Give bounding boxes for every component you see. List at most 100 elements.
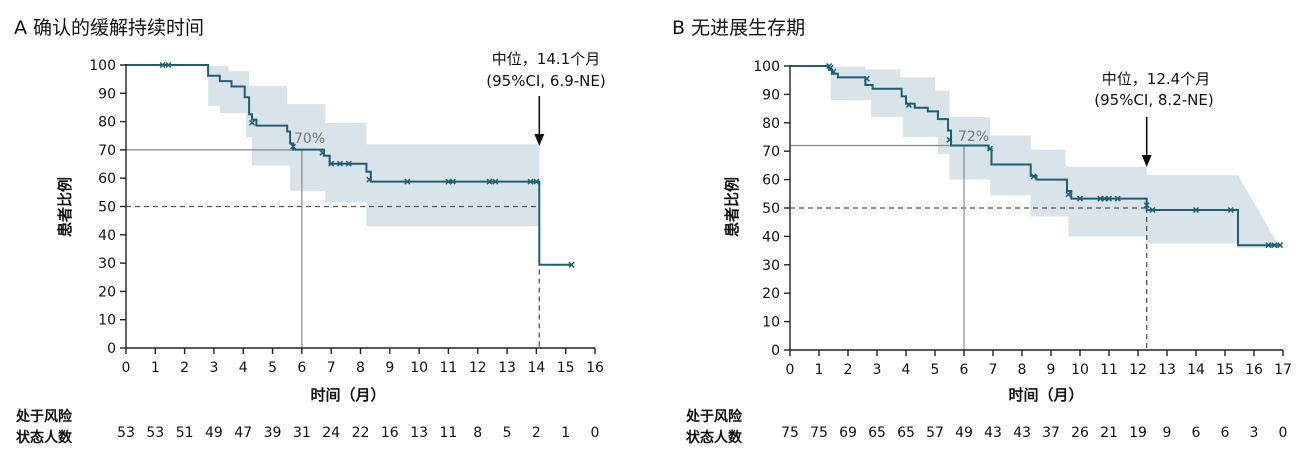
km-curve	[790, 65, 1281, 247]
at-risk-count: 43	[1013, 425, 1031, 441]
censor-mark	[492, 178, 499, 185]
at-risk-count: 13	[410, 425, 428, 441]
panel-a-title: A 确认的缓解持续时间	[14, 17, 204, 39]
x-tick-label: 13	[498, 360, 516, 376]
panel-b-risk-label-line2: 状态人数	[686, 429, 743, 446]
y-tick-label: 90	[762, 87, 780, 103]
x-tick-label: 3	[209, 360, 218, 376]
censor-mark	[1265, 242, 1272, 249]
y-tick-label: 60	[762, 173, 780, 189]
at-risk-count: 69	[839, 425, 857, 441]
y-tick-label: 0	[107, 341, 116, 357]
at-risk-count: 21	[1100, 425, 1118, 441]
panel-a-risk-label-line2: 状态人数	[16, 429, 73, 446]
y-tick-label: 90	[98, 86, 116, 102]
x-tick-label: 5	[268, 360, 277, 376]
y-tick-label: 60	[98, 171, 116, 187]
at-risk-count: 49	[205, 425, 223, 441]
censor-mark	[336, 160, 344, 167]
panel-a-median-label-line1: 中位，14.1个月	[492, 50, 600, 68]
at-risk-count: 11	[440, 425, 458, 441]
at-risk-count: 8	[473, 425, 482, 441]
panel-b-title: B 无进展生存期	[672, 17, 805, 39]
x-tick-label: 0	[122, 360, 131, 376]
at-risk-count: 39	[264, 425, 282, 441]
at-risk-count: 3	[1250, 425, 1259, 441]
x-tick-label: 6	[297, 360, 306, 376]
censor-mark	[1143, 202, 1150, 209]
at-risk-count: 75	[781, 425, 799, 441]
x-tick-label: 11	[440, 360, 458, 376]
median-arrow-head	[534, 134, 545, 146]
at-risk-count: 6	[1192, 425, 1201, 441]
censor-mark	[445, 178, 452, 185]
x-tick-label: 9	[385, 360, 394, 376]
panel-b-median-label-line1: 中位，12.4个月	[1102, 70, 1210, 88]
y-tick-label: 20	[762, 286, 780, 302]
x-tick-label: 7	[327, 360, 336, 376]
x-tick-label: 12	[1129, 362, 1147, 378]
x-tick-label: 15	[1216, 362, 1234, 378]
panel-b-ref-label: 72%	[958, 129, 989, 145]
at-risk-count: 37	[1042, 425, 1060, 441]
censor-mark	[486, 178, 493, 185]
x-tick-label: 2	[180, 360, 189, 376]
y-tick-label: 20	[98, 284, 116, 300]
x-tick-label: 5	[931, 362, 940, 378]
y-tick-label: 40	[762, 229, 780, 245]
at-risk-count: 2	[532, 425, 541, 441]
at-risk-count: 19	[1129, 425, 1147, 441]
censor-mark	[1271, 242, 1278, 249]
x-tick-label: 2	[844, 362, 853, 378]
at-risk-count: 26	[1071, 425, 1089, 441]
censor-mark	[946, 136, 953, 143]
y-tick-label: 70	[762, 144, 780, 160]
at-risk-count: 9	[1163, 425, 1172, 441]
x-tick-label: 11	[1100, 362, 1118, 378]
panel-a-ref-label: 70%	[294, 131, 325, 147]
censor-mark	[1149, 206, 1156, 214]
at-risk-count: 6	[1221, 425, 1230, 441]
censor-mark	[533, 178, 540, 185]
censor-mark	[249, 119, 256, 126]
y-tick-label: 80	[762, 116, 780, 132]
y-tick-label: 30	[98, 256, 116, 272]
at-risk-count: 43	[984, 425, 1002, 441]
confidence-band	[126, 65, 540, 227]
censor-mark	[1227, 206, 1234, 214]
censor-mark	[830, 68, 837, 75]
y-tick-label: 10	[762, 315, 780, 331]
at-risk-count: 51	[176, 425, 194, 441]
x-tick-label: 3	[873, 362, 882, 378]
censor-mark	[863, 75, 870, 82]
censor-mark	[1277, 242, 1284, 249]
x-tick-label: 1	[151, 360, 160, 376]
at-risk-count: 1	[561, 425, 570, 441]
x-tick-label: 4	[239, 360, 248, 376]
x-tick-label: 9	[1047, 362, 1056, 378]
at-risk-count: 53	[117, 425, 135, 441]
censor-mark	[1076, 195, 1084, 202]
censor-mark	[290, 143, 297, 150]
x-tick-label: 15	[557, 360, 575, 376]
panel-b-median-label-line2: (95%CI, 8.2-NE)	[1094, 91, 1213, 109]
at-risk-count: 65	[868, 425, 886, 441]
at-risk-count: 57	[926, 425, 944, 441]
censor-mark	[987, 145, 994, 152]
panel-b-xlabel: 时间（月）	[1008, 386, 1083, 404]
y-tick-label: 50	[762, 201, 780, 217]
censor-mark	[1192, 206, 1200, 214]
panel-b-ylabel: 患者比例	[723, 177, 741, 237]
y-tick-label: 100	[89, 58, 116, 74]
x-tick-label: 17	[1274, 362, 1292, 378]
censor-mark	[827, 64, 834, 71]
confidence-band	[790, 66, 1281, 248]
x-tick-label: 14	[527, 360, 545, 376]
x-tick-label: 10	[410, 360, 428, 376]
x-tick-label: 8	[1018, 362, 1027, 378]
censor-mark	[527, 178, 534, 185]
